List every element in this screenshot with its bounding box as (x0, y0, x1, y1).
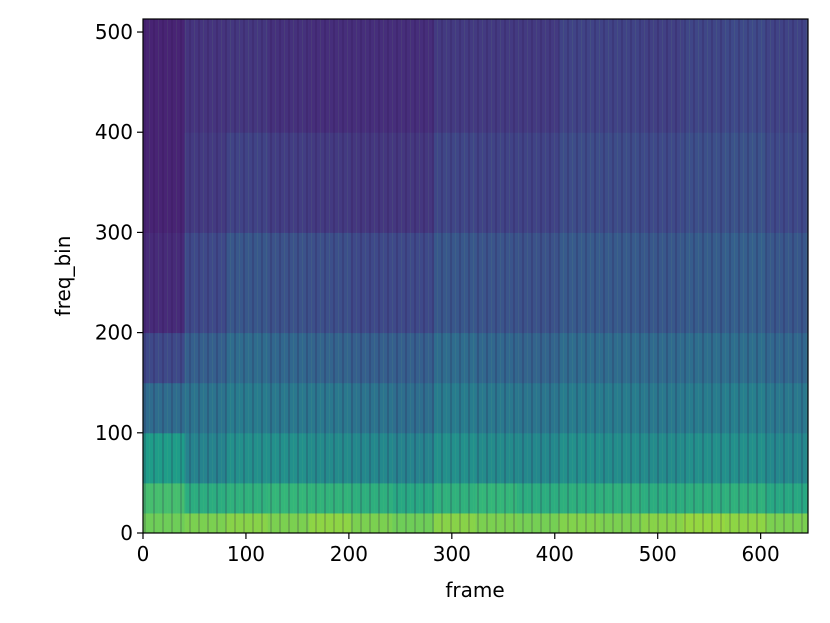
y-tick-label: 500 (95, 20, 133, 44)
x-tick-label: 300 (433, 542, 471, 566)
y-tick-label: 400 (95, 120, 133, 144)
y-tick-label: 0 (120, 521, 133, 545)
x-tick-label: 500 (639, 542, 677, 566)
x-tick-label: 200 (330, 542, 368, 566)
x-axis-label: frame (445, 578, 504, 602)
x-tick-label: 100 (227, 542, 265, 566)
texture (143, 19, 808, 533)
y-axis-label: freq_bin (51, 236, 75, 317)
axes-frame (142, 18, 809, 534)
x-tick-label: 400 (536, 542, 574, 566)
y-tick-label: 300 (95, 220, 133, 244)
x-tick-label: 600 (742, 542, 780, 566)
y-tick-label: 200 (95, 321, 133, 345)
y-tick-label: 100 (95, 421, 133, 445)
x-tick-label: 0 (137, 542, 150, 566)
